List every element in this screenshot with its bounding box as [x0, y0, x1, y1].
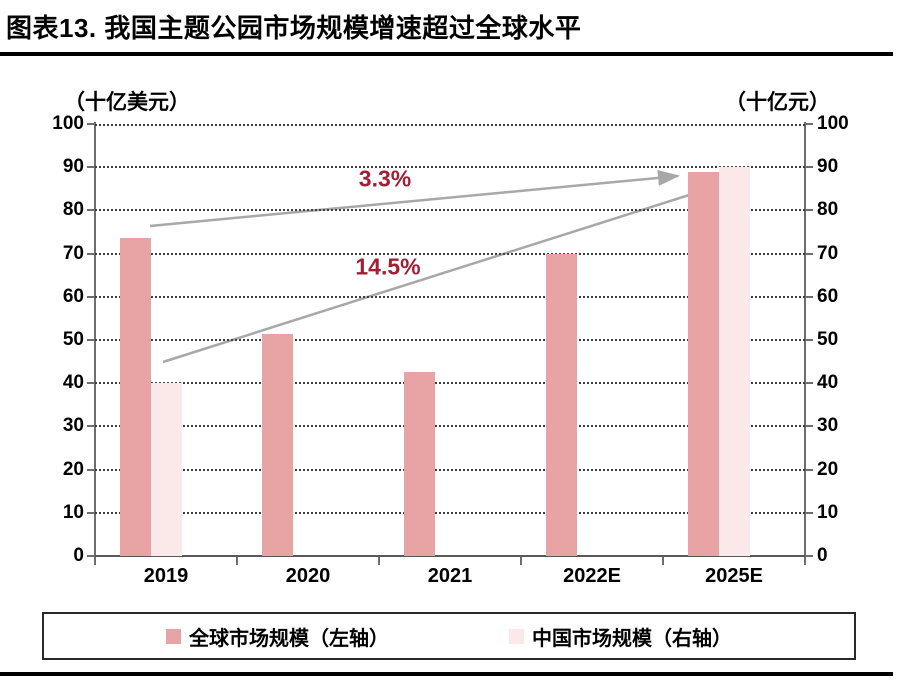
bottom-border-rule — [0, 672, 893, 676]
y-axis-tick-label-left: 40 — [62, 372, 84, 394]
left-axis-tick — [87, 123, 95, 125]
gridline — [95, 511, 805, 514]
gridline — [95, 295, 805, 298]
right-axis-tick — [805, 425, 813, 428]
legend-swatch-global — [166, 628, 181, 644]
growth-arrow — [149, 169, 680, 228]
y-axis-tick-label-left: 90 — [62, 156, 84, 178]
chart-legend: 全球市场规模（左轴） 中国市场规模（右轴） — [42, 612, 856, 660]
right-axis-tick — [805, 511, 813, 514]
y-axis-tick-label-right: 100 — [817, 113, 849, 134]
y-axis-tick-label-left: 10 — [62, 501, 84, 523]
x-axis-tick — [378, 557, 380, 565]
left-axis-unit-label: （十亿美元） — [64, 90, 190, 114]
chart-title: 图表13. 我国主题公园市场规模增速超过全球水平 — [6, 13, 582, 43]
y-axis-tick-label-right: 60 — [817, 285, 839, 307]
x-axis-tick — [662, 557, 664, 565]
right-axis-tick — [805, 382, 813, 385]
y-axis-tick-label-right: 0 — [817, 545, 828, 566]
right-axis-tick — [805, 123, 813, 125]
x-axis-tick — [804, 557, 806, 565]
bar-china — [719, 167, 750, 556]
left-axis-tick — [87, 425, 95, 428]
legend-item-global: 全球市场规模（左轴） — [166, 622, 389, 651]
gridline — [95, 468, 805, 471]
right-axis-tick — [805, 468, 813, 471]
bar-global — [546, 253, 577, 556]
plot-area: 3.3% 14.5% — [95, 124, 805, 556]
x-axis-label: 2019 — [143, 565, 189, 587]
right-axis-tick — [805, 339, 813, 341]
left-axis-tick — [87, 511, 95, 514]
y-axis-tick-label-left: 30 — [62, 415, 84, 437]
left-axis-tick — [87, 252, 95, 255]
growth-rate-label: 3.3% — [358, 165, 412, 192]
legend-label-china: 中国市场规模（右轴） — [532, 627, 732, 650]
y-axis-tick-label-right: 90 — [817, 156, 839, 178]
y-axis-tick-label-left: 70 — [62, 242, 84, 264]
x-axis-label: 2025E — [705, 565, 763, 587]
left-axis-tick — [87, 468, 95, 471]
growth-rate-label: 14.5% — [355, 253, 421, 280]
left-axis-tick — [87, 209, 95, 212]
right-axis-tick — [805, 209, 813, 212]
bar-global — [262, 333, 293, 556]
right-axis-tick — [805, 252, 813, 255]
x-axis-label: 2022E — [563, 565, 621, 587]
y-axis-tick-label-right: 80 — [817, 199, 839, 221]
y-axis-tick-label-left: 0 — [73, 545, 84, 566]
bar-global — [404, 372, 435, 556]
right-axis-tick — [805, 166, 813, 169]
right-axis-tick — [805, 555, 813, 557]
gridline — [95, 252, 805, 255]
y-axis-tick-label-left: 50 — [62, 329, 84, 350]
left-axis-tick — [87, 295, 95, 298]
gridline — [95, 124, 805, 126]
gridline — [95, 166, 805, 169]
x-axis-tick — [94, 557, 96, 565]
left-axis-tick — [87, 555, 95, 557]
left-axis-tick — [87, 339, 95, 341]
left-axis-tick — [87, 382, 95, 385]
x-axis-line — [92, 555, 807, 557]
y-axis-tick-label-left: 60 — [62, 285, 84, 307]
title-divider-rule — [0, 52, 893, 56]
left-axis-tick — [87, 166, 95, 169]
y-axis-tick-label-right: 70 — [817, 242, 839, 264]
y-axis-tick-label-right: 20 — [817, 458, 839, 480]
y-axis-tick-label-right: 50 — [817, 329, 839, 350]
gridline — [95, 339, 805, 341]
x-axis-label: 2021 — [427, 565, 473, 587]
right-axis-unit-label: （十亿元） — [725, 90, 830, 114]
bar-global — [688, 171, 719, 556]
legend-swatch-china — [509, 628, 524, 644]
gridline — [95, 382, 805, 385]
y-axis-tick-label-left: 100 — [52, 113, 84, 134]
x-axis-tick — [520, 557, 522, 565]
bar-china — [151, 383, 182, 556]
y-axis-tick-label-right: 40 — [817, 372, 839, 394]
y-axis-tick-label-right: 30 — [817, 415, 839, 437]
x-axis-label: 2020 — [285, 565, 331, 587]
legend-item-china: 中国市场规模（右轴） — [509, 622, 732, 651]
y-axis-tick-label-left: 80 — [62, 199, 84, 221]
x-axis-tick — [236, 557, 238, 565]
gridline — [95, 425, 805, 428]
growth-arrows-layer — [149, 169, 732, 364]
growth-arrow — [162, 180, 732, 364]
legend-label-global: 全球市场规模（左轴） — [189, 627, 389, 650]
y-axis-tick-label-left: 20 — [62, 458, 84, 480]
bar-global — [120, 238, 151, 556]
y-axis-tick-label-right: 10 — [817, 501, 839, 523]
right-axis-tick — [805, 295, 813, 298]
gridline — [95, 209, 805, 212]
